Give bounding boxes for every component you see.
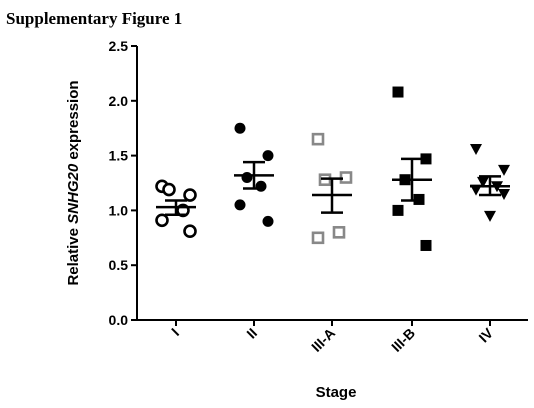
data-point-open-circle [183, 224, 197, 239]
data-point-triangle-down [470, 144, 482, 156]
data-point-filled-square [392, 86, 404, 98]
y-axis-title: Relative SNHG20 expression [65, 80, 82, 285]
y-tick-label: 2.5 [109, 38, 129, 54]
data-point-open-square [332, 226, 346, 239]
data-point-open-circle [183, 188, 197, 202]
figure-label: Supplementary Figure 1 [6, 9, 183, 28]
data-point-open-circle [155, 213, 169, 228]
data-point-open-square [311, 132, 325, 146]
x-tick-label: III-B [388, 325, 418, 355]
data-point-filled-circle [255, 180, 267, 192]
y-tick-label: 2.0 [109, 93, 129, 109]
data-point-triangle-down [498, 188, 510, 200]
data-point-filled-circle [241, 172, 253, 184]
series-II [234, 122, 274, 227]
x-tick-label: I [168, 325, 182, 339]
data-point-filled-circle [234, 199, 246, 211]
y-axis-title-gene: SNHG20 [65, 163, 82, 224]
x-tick-label: III-A [308, 325, 338, 355]
y-tick-label: 1.5 [109, 148, 129, 164]
y-tick-label: 0.5 [109, 257, 129, 273]
data-point-filled-square [420, 153, 432, 165]
data-point-open-square [311, 231, 325, 245]
x-tick-label: II [243, 325, 260, 342]
data-point-open-circle [162, 182, 176, 197]
series-III-B [392, 86, 432, 251]
y-axis-title-prefix: Relative [65, 224, 82, 286]
data-point-filled-circle [262, 150, 274, 162]
y-axis-title-suffix: expression [65, 80, 82, 163]
data-point-filled-circle [234, 122, 246, 134]
chart-marks [155, 86, 510, 251]
series-IV [470, 144, 510, 222]
data-point-triangle-down [498, 164, 510, 176]
x-axis-title: Stage [316, 384, 357, 401]
data-point-triangle-down [484, 210, 496, 222]
y-tick-label: 0.0 [109, 312, 129, 328]
data-point-triangle-down [477, 176, 489, 188]
data-point-filled-circle [262, 215, 274, 227]
axes: 0.00.51.01.52.02.5I II III-A III-B IV [109, 38, 528, 355]
series-I [155, 179, 197, 239]
series-III-A [311, 132, 353, 245]
data-point-filled-square [392, 204, 404, 216]
data-point-filled-square [420, 239, 432, 251]
x-tick-label: IV [475, 324, 496, 345]
y-tick-label: 1.0 [109, 202, 129, 218]
